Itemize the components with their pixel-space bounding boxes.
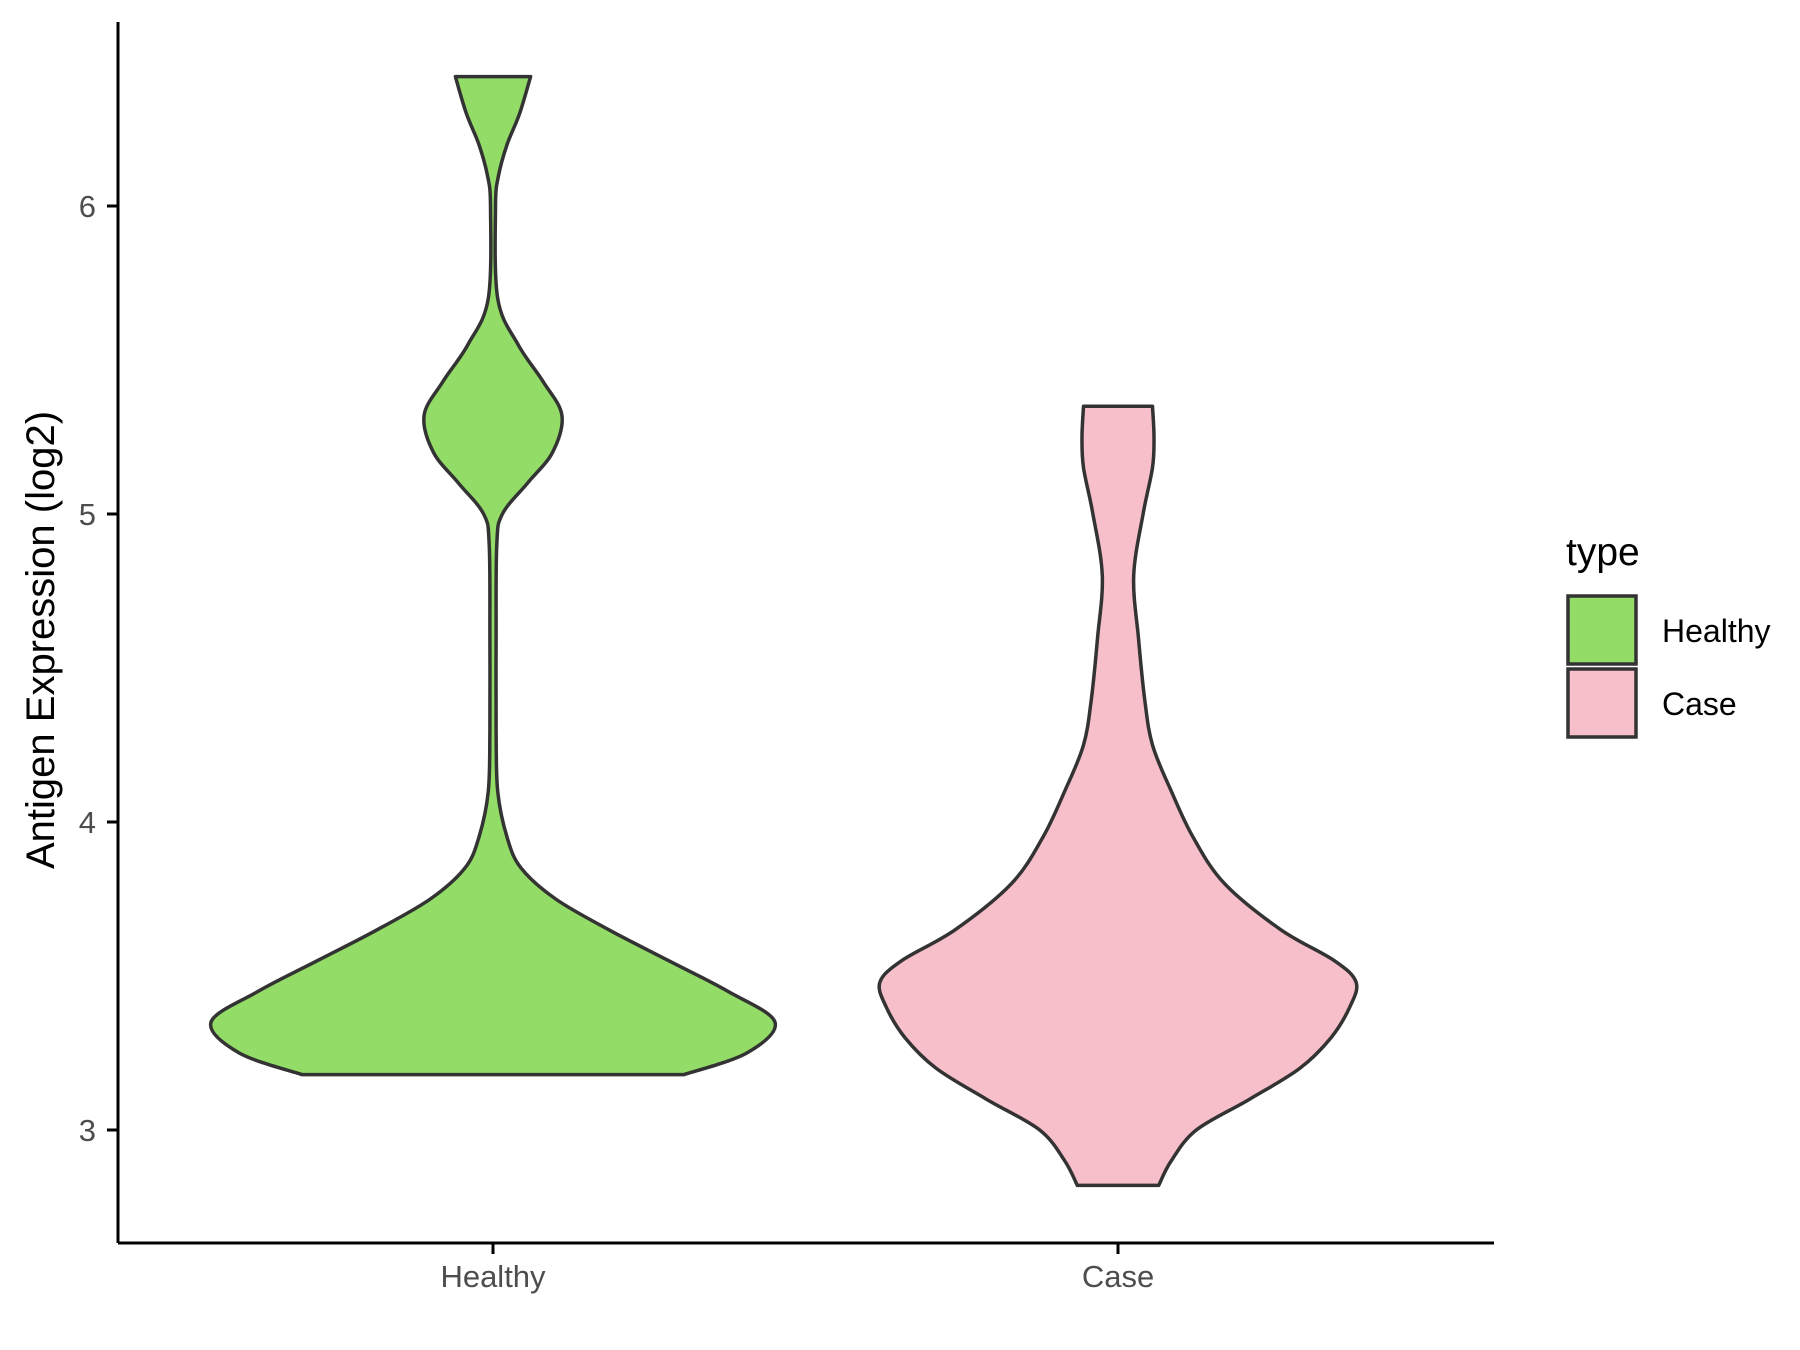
legend-key-healthy [1566,594,1638,666]
legend-title: type [1566,531,1640,574]
x-tick-label-healthy: Healthy [440,1259,546,1294]
y-tick-label: 3 [79,1113,96,1148]
legend-key-case [1566,667,1638,739]
violin-healthy [208,74,778,1077]
violin-case [877,404,1359,1188]
legend-label-case: Case [1662,686,1737,722]
x-ticks: Healthy Case [440,1243,1154,1294]
y-tick-label: 4 [79,805,96,840]
y-tick-label: 6 [79,189,96,224]
y-ticks: 3 4 5 6 [79,189,118,1148]
y-tick-label: 5 [79,497,96,532]
legend-label-healthy: Healthy [1662,613,1771,649]
legend: type Healthy Case [1566,531,1771,739]
y-axis-title: Antigen Expression (log2) [19,411,63,869]
axes: 3 4 5 6 Healthy Case [79,22,1494,1294]
x-tick-label-case: Case [1082,1259,1154,1294]
violins [208,74,1359,1188]
